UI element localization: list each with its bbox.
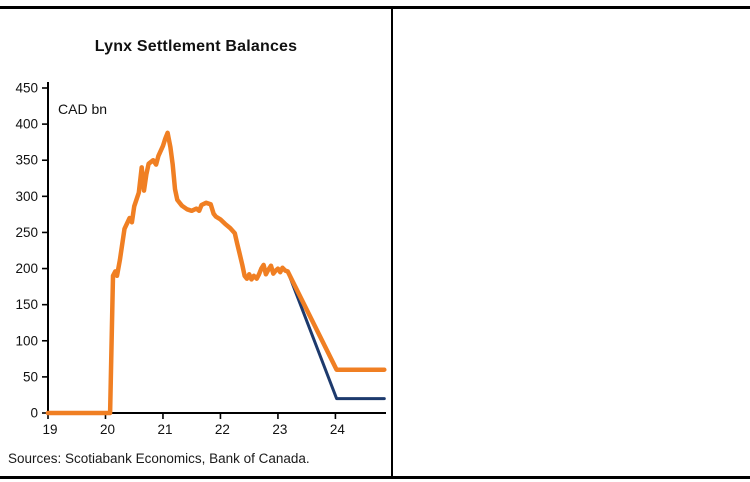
svg-text:150: 150 — [15, 297, 38, 312]
svg-text:350: 350 — [15, 153, 38, 168]
bottom-border-rule — [0, 476, 750, 479]
top-border-rule — [0, 6, 750, 9]
svg-text:20: 20 — [100, 422, 115, 437]
svg-text:19: 19 — [42, 422, 57, 437]
unit-label: CAD bn — [58, 101, 107, 117]
svg-text:300: 300 — [15, 189, 38, 204]
chart-svg: CAD bn 0 50 100 150 200 250 300 350 400 450 19 20 21… — [15, 81, 387, 437]
svg-text:0: 0 — [30, 406, 38, 421]
chart-title: Lynx Settlement Balances — [94, 38, 298, 55]
panel-divider-rule — [391, 7, 393, 478]
svg-text:100: 100 — [15, 333, 38, 348]
source-note: Sources: Scotiabank Economics, Bank of C… — [8, 451, 310, 466]
svg-text:400: 400 — [15, 117, 38, 132]
svg-text:22: 22 — [215, 422, 230, 437]
svg-text:50: 50 — [23, 369, 38, 384]
navy-projection-line — [286, 269, 386, 401]
svg-text:24: 24 — [330, 422, 346, 437]
svg-text:21: 21 — [157, 422, 172, 437]
orange-balances-line — [45, 130, 387, 416]
svg-text:23: 23 — [272, 422, 287, 437]
svg-text:200: 200 — [15, 261, 38, 276]
svg-text:450: 450 — [15, 81, 38, 96]
svg-text:250: 250 — [15, 225, 38, 240]
